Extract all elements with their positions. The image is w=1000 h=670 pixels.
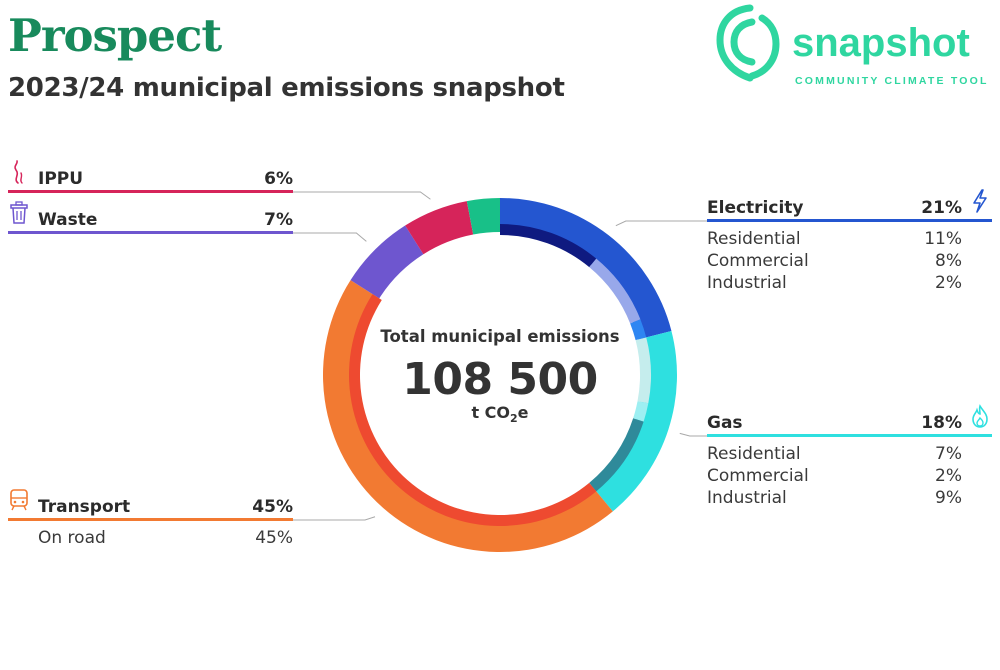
leader-line-waste: [293, 232, 367, 242]
legend-label-waste: Waste: [38, 210, 98, 230]
legend-sub-value: 2%: [935, 273, 962, 293]
legend-header-transport: Transport 45%: [38, 495, 293, 519]
legend-sub-label: Commercial: [707, 251, 809, 271]
legend-sub-label: Commercial: [707, 466, 809, 486]
leader-line-electricity: [615, 220, 707, 227]
leader-lines: [293, 191, 707, 521]
inner-slice-gas-industrial: [589, 418, 644, 492]
legend-sub-gas-residential: Residential 7%: [707, 442, 962, 466]
center-total: 108 500: [402, 354, 598, 405]
legend-value-waste: 7%: [264, 210, 293, 230]
legend-sub-label: Industrial: [707, 273, 787, 293]
legend-underline-ippu: [8, 190, 293, 193]
inner-slice-electricity-commercial: [589, 258, 641, 324]
legend-sub-transport-on-road: On road 45%: [38, 526, 293, 550]
legend-header-ippu: IPPU 6%: [38, 167, 293, 191]
legend-sub-value: 8%: [935, 251, 962, 271]
legend-value-electricity: 21%: [921, 198, 962, 218]
legend-sub-value: 45%: [255, 528, 293, 548]
legend-sub-gas-industrial: Industrial 9%: [707, 486, 962, 510]
legend-sub-value: 7%: [935, 444, 962, 464]
legend-label-transport: Transport: [38, 497, 131, 517]
leader-line-gas: [679, 432, 707, 437]
legend-value-gas: 18%: [921, 413, 962, 433]
page-title: Prospect: [8, 9, 222, 62]
leader-line-ippu: [293, 191, 431, 200]
train-icon: [10, 489, 28, 511]
legend-sub-gas-commercial: Commercial 2%: [707, 464, 962, 488]
logo-tagline: COMMUNITY CLIMATE TOOL: [795, 75, 989, 87]
donut-slice-waste: [350, 225, 424, 299]
inner-slice-gas-commercial: [633, 401, 649, 422]
smoke-icon: [14, 160, 23, 184]
legend-sub-electricity-residential: Residential 11%: [707, 227, 962, 251]
legend-label-gas: Gas: [707, 413, 743, 433]
legend-sub-label: Industrial: [707, 488, 787, 508]
logo-wordmark: snapshot: [792, 21, 970, 65]
legend-sub-label: Residential: [707, 444, 801, 464]
donut-slice-transport: [323, 280, 613, 552]
inner-slice-gas-residential: [635, 337, 651, 404]
legend-value-ippu: 6%: [264, 169, 293, 189]
legend-sub-value: 11%: [924, 229, 962, 249]
donut-slice-ippu: [405, 201, 474, 255]
inner-slice-electricity-industrial: [630, 319, 647, 341]
legend-value-transport: 45%: [252, 497, 293, 517]
legend-label-electricity: Electricity: [707, 198, 804, 218]
legend-sub-value: 2%: [935, 466, 962, 486]
bin-icon: [10, 201, 28, 224]
inner-slice-transport-on-road: [348, 294, 597, 527]
donut-slice-electricity: [500, 198, 672, 340]
legend-sub-label: Residential: [707, 229, 801, 249]
center-unit: t CO2e: [471, 403, 529, 426]
legend-sub-electricity-commercial: Commercial 8%: [707, 249, 962, 273]
legend-header-waste: Waste 7%: [38, 208, 293, 232]
legend-underline-transport: [8, 518, 293, 521]
snapshot-logo: snapshot COMMUNITY CLIMATE TOOL: [716, 4, 989, 87]
legend-underline-electricity: [707, 219, 992, 222]
legend-sub-label: On road: [38, 528, 106, 548]
legend-sub-value: 9%: [935, 488, 962, 508]
legend-sub-electricity-industrial: Industrial 2%: [707, 271, 962, 295]
leader-line-transport: [293, 516, 376, 521]
legend-label-ippu: IPPU: [38, 169, 84, 189]
page-subtitle: 2023/24 municipal emissions snapshot: [8, 73, 565, 103]
flame-icon: [972, 404, 988, 428]
center-title: Total municipal emissions: [380, 327, 620, 346]
legend-underline-gas: [707, 434, 992, 437]
inner-ring: [348, 224, 651, 527]
donut-slice-other: [466, 198, 500, 235]
legend-underline-waste: [8, 231, 293, 234]
legend-header-gas: Gas 18%: [707, 411, 962, 435]
lightning-icon: [973, 189, 987, 213]
legend-header-electricity: Electricity 21%: [707, 196, 962, 220]
inner-slice-electricity-residential: [500, 224, 597, 268]
